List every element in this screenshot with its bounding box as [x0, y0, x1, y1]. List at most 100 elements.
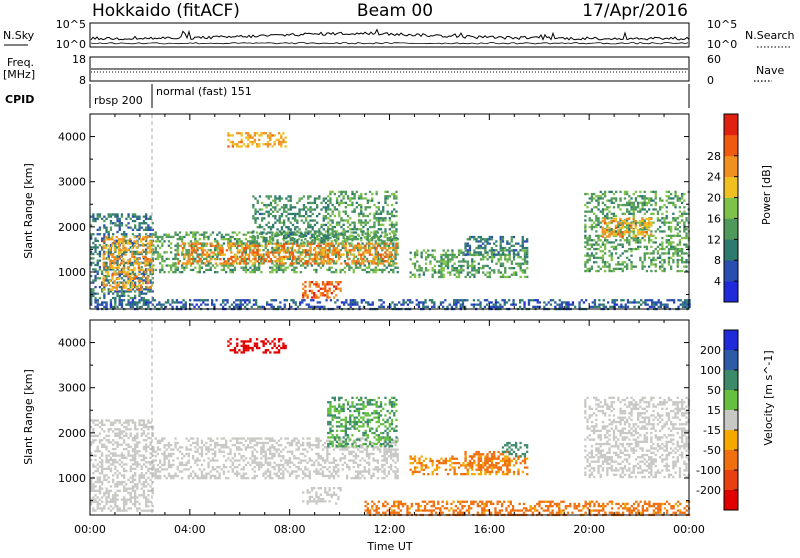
power-cell [283, 211, 285, 213]
power-cell [395, 249, 397, 251]
power-cell [327, 251, 329, 253]
power-cell [637, 233, 639, 235]
power-cell [127, 240, 129, 242]
power-cell [630, 208, 632, 210]
power-cell [384, 235, 386, 237]
power-cell [268, 254, 270, 256]
power-cell [677, 217, 679, 219]
power-cell [143, 288, 145, 290]
power-cell [685, 244, 687, 246]
power-cell [184, 254, 186, 256]
power-cell [367, 249, 369, 251]
power-cell [254, 260, 256, 262]
power-cell [685, 237, 687, 239]
power-cell [303, 262, 305, 264]
power-cell [630, 204, 632, 206]
power-cell [633, 239, 635, 241]
power-cell [615, 233, 617, 235]
power-cell [606, 215, 608, 217]
power-cell [657, 246, 659, 248]
velocity-cell [103, 474, 105, 476]
power-cell [99, 233, 101, 235]
power-cell [327, 217, 329, 219]
power-cell [138, 233, 140, 235]
power-cell [120, 262, 122, 264]
power-cell [147, 258, 149, 260]
power-cell [418, 274, 420, 276]
power-cell [132, 297, 134, 299]
power-cell [232, 231, 234, 233]
power-cell [677, 306, 679, 308]
power-cell [282, 132, 284, 134]
power-cell [668, 202, 670, 204]
power-cell [311, 281, 313, 283]
power-cell [653, 306, 655, 308]
power-cell [227, 264, 229, 266]
power-cell [504, 249, 506, 251]
power-cell [318, 239, 320, 241]
power-cell [103, 278, 105, 280]
velocity-cell [103, 507, 105, 509]
power-cell [234, 231, 236, 233]
power-cell [199, 260, 201, 262]
power-cell [600, 222, 602, 224]
power-cell [462, 258, 464, 260]
power-cell [641, 261, 643, 263]
power-cell [215, 262, 217, 264]
power-cell [663, 261, 665, 263]
power-cell [371, 260, 373, 262]
power-cell [666, 200, 668, 202]
power-cell [365, 215, 367, 217]
power-cell [336, 237, 338, 239]
power-cell [163, 234, 165, 236]
power-cell [325, 217, 327, 219]
power-cell [335, 281, 337, 283]
power-cell [121, 222, 123, 224]
power-cell [359, 267, 361, 269]
power-cell [127, 276, 129, 278]
power-cell [336, 200, 338, 202]
power-cell [191, 243, 193, 245]
power-cell [177, 242, 179, 244]
power-cell [677, 197, 679, 199]
power-cell [335, 256, 337, 258]
power-cell [245, 267, 247, 269]
power-cell [276, 269, 278, 271]
power-cell [434, 256, 436, 258]
velocity-cell [101, 481, 103, 483]
power-cell [324, 294, 326, 296]
power-cell [389, 224, 391, 226]
power-cell [172, 258, 174, 260]
power-cell [604, 218, 606, 220]
power-cell [125, 284, 127, 286]
power-cell [644, 246, 646, 248]
power-cell [384, 230, 386, 232]
power-cell [591, 208, 593, 210]
power-cell [515, 254, 517, 256]
power-cell [466, 299, 468, 301]
power-cell [314, 208, 316, 210]
power-cell [655, 197, 657, 199]
power-cell [197, 247, 199, 249]
power-cell [478, 240, 480, 242]
power-cell [387, 197, 389, 199]
power-cell [318, 290, 320, 292]
power-cell [471, 269, 473, 271]
power-cell [522, 236, 524, 238]
power-cell [332, 191, 334, 193]
power-cell [110, 229, 112, 231]
power-cell [191, 249, 193, 251]
power-cell [347, 197, 349, 199]
power-cell [469, 236, 471, 238]
power-cell [185, 267, 187, 269]
power-cell [199, 258, 201, 260]
power-cell [192, 260, 194, 262]
power-cell [597, 219, 599, 221]
power-cell [166, 264, 168, 266]
power-cell [602, 220, 604, 222]
power-cell [628, 228, 630, 230]
power-cell [478, 263, 480, 265]
power-cell [657, 217, 659, 219]
power-cell [219, 254, 221, 256]
power-cell [263, 143, 265, 145]
